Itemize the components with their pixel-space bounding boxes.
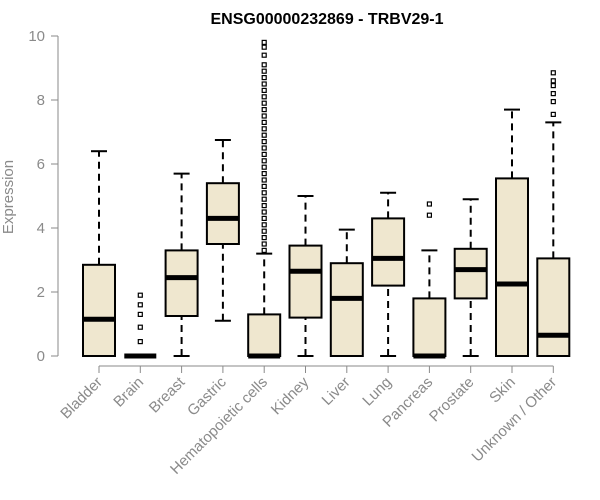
outlier-point: [261, 241, 267, 247]
outlier-point: [261, 139, 267, 145]
box-iqr: [288, 244, 323, 319]
outlier-point: [550, 78, 556, 84]
x-tick-label-bladder: Bladder: [57, 374, 106, 423]
outlier-point: [261, 196, 267, 202]
outlier-point: [261, 209, 267, 215]
chart-title: ENSG00000232869 - TRBV29-1: [210, 11, 443, 28]
outlier-point: [261, 228, 267, 234]
outlier-point: [261, 113, 267, 119]
outlier-point: [550, 90, 556, 97]
x-tick-label-kidney: Kidney: [268, 373, 313, 418]
outlier-point: [261, 183, 267, 189]
box-lung: [371, 191, 406, 357]
x-tick-label-lung: Lung: [359, 374, 395, 410]
box-bladder: [82, 150, 116, 357]
outlier-point: [261, 132, 267, 138]
y-tick-label: 8: [37, 92, 45, 109]
outlier-point: [261, 171, 267, 177]
outlier-point: [261, 177, 267, 183]
y-tick-label: 0: [37, 348, 45, 365]
outlier-point: [261, 235, 267, 241]
box-iqr: [164, 249, 199, 317]
outlier-point: [426, 212, 432, 218]
outlier-point: [261, 158, 267, 164]
box-brain: [124, 292, 157, 359]
x-tick-label-liver: Liver: [319, 374, 354, 409]
outlier-point: [261, 39, 267, 46]
outlier-point: [261, 68, 267, 74]
box-iqr: [495, 177, 529, 357]
outlier-point: [261, 164, 267, 170]
y-tick-label: 2: [37, 284, 45, 301]
outlier-point: [137, 324, 143, 330]
outlier-point: [261, 126, 267, 132]
outlier-point: [550, 70, 556, 76]
outlier-point: [261, 74, 267, 81]
outlier-point: [261, 222, 267, 228]
y-axis-label: Expression: [0, 160, 17, 234]
outlier-point: [261, 119, 267, 126]
outlier-point: [261, 44, 267, 50]
box-skin: [495, 108, 529, 357]
box-iqr: [82, 263, 116, 357]
box-iqr: [205, 182, 240, 245]
box-breast: [164, 172, 199, 357]
outlier-point: [261, 203, 267, 209]
outlier-point: [261, 215, 267, 221]
outlier-point: [261, 106, 267, 113]
outlier-point: [261, 94, 267, 100]
outlier-point: [261, 247, 267, 253]
box-pancreas: [412, 201, 447, 359]
outlier-point: [550, 82, 556, 89]
outlier-point: [550, 111, 556, 118]
box-iqr: [453, 247, 488, 300]
x-tick-label-breast: Breast: [146, 373, 189, 416]
outlier-point: [137, 292, 143, 298]
outlier-point: [261, 151, 267, 157]
x-tick-label-prostate: Prostate: [426, 374, 478, 426]
box-iqr: [329, 262, 364, 358]
box-iqr: [247, 313, 282, 357]
box-iqr: [412, 297, 447, 357]
outlier-point: [137, 339, 143, 345]
y-tick-label: 6: [37, 156, 45, 173]
x-tick-label-brain: Brain: [110, 374, 147, 411]
outlier-point: [550, 98, 556, 105]
outlier-point: [261, 190, 267, 196]
plot-area: [82, 39, 571, 359]
box-gastric: [205, 139, 240, 322]
box-liver: [329, 228, 364, 358]
outlier-point: [137, 311, 143, 317]
y-tick-label: 10: [28, 28, 45, 45]
box-unknown-other: [536, 70, 571, 357]
outlier-point: [261, 87, 267, 94]
outlier-point: [261, 62, 267, 68]
outlier-point: [261, 52, 267, 58]
box-kidney: [288, 195, 323, 357]
outlier-point: [261, 81, 267, 87]
x-tick-label-skin: Skin: [486, 374, 519, 407]
outlier-point: [261, 145, 267, 151]
outlier-point: [261, 100, 267, 106]
box-iqr: [371, 217, 406, 287]
y-tick-label: 4: [37, 220, 45, 237]
box-iqr: [536, 257, 571, 357]
box-prostate: [453, 198, 488, 357]
box-hematopoietic-cells: [247, 39, 282, 359]
outlier-point: [137, 302, 143, 308]
outlier-point: [426, 201, 432, 207]
